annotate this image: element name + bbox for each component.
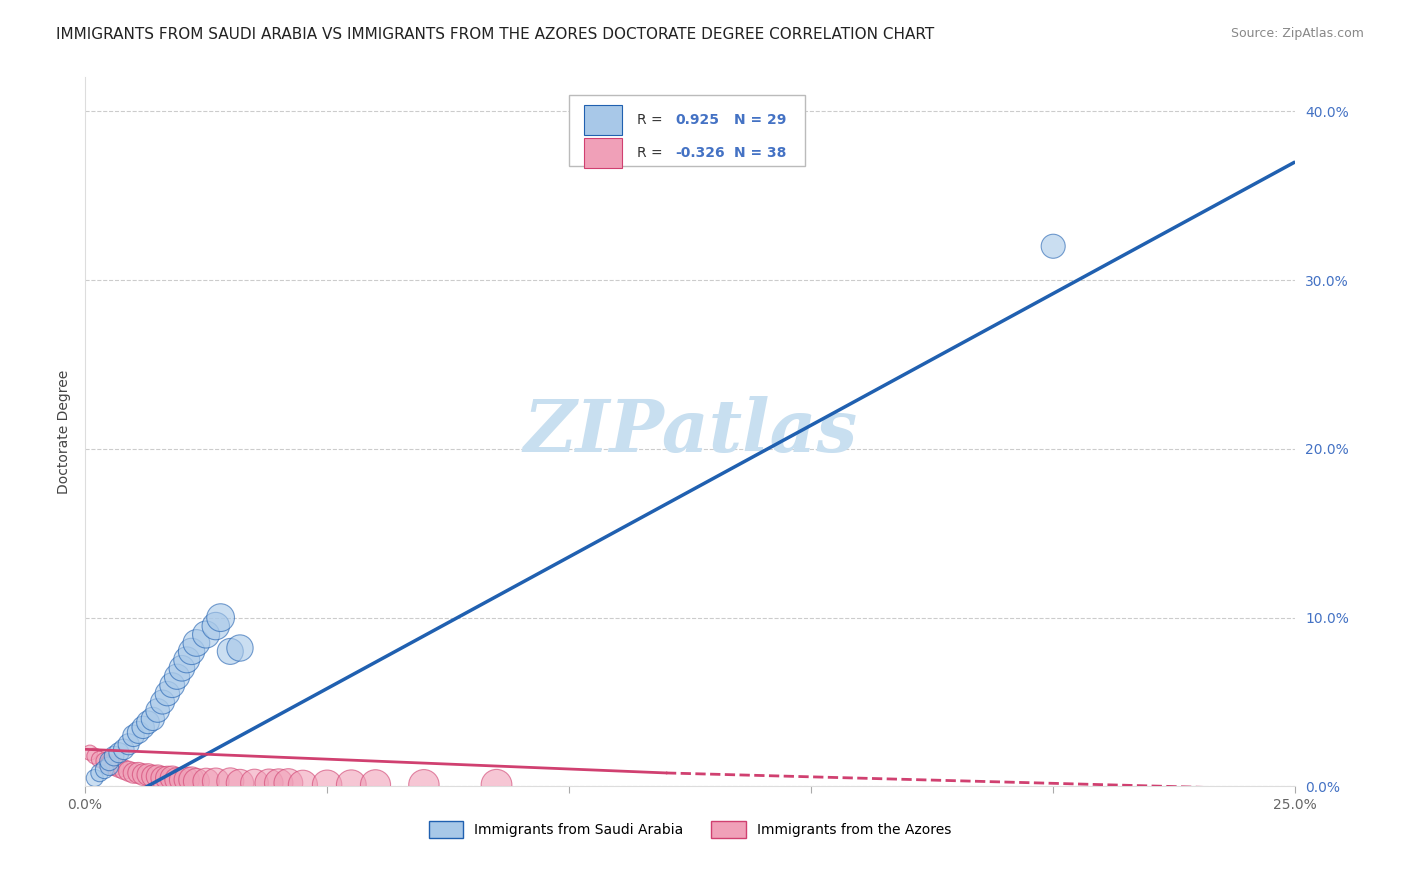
Point bbox=[166, 772, 188, 787]
Point bbox=[413, 778, 436, 792]
Point bbox=[204, 774, 226, 789]
Text: -0.326: -0.326 bbox=[676, 146, 725, 161]
Point bbox=[127, 766, 149, 780]
Point bbox=[127, 725, 149, 739]
Point bbox=[277, 776, 299, 790]
Point bbox=[340, 778, 363, 792]
Point bbox=[257, 776, 280, 790]
Point bbox=[156, 771, 179, 785]
Y-axis label: Doctorate Degree: Doctorate Degree bbox=[58, 370, 72, 494]
Point bbox=[122, 766, 145, 780]
Point bbox=[229, 640, 252, 655]
Point bbox=[160, 678, 183, 692]
Point bbox=[170, 661, 193, 675]
Text: R =: R = bbox=[637, 146, 666, 161]
Point bbox=[180, 644, 202, 658]
Legend: Immigrants from Saudi Arabia, Immigrants from the Azores: Immigrants from Saudi Arabia, Immigrants… bbox=[423, 815, 957, 843]
Point bbox=[170, 772, 193, 787]
Point bbox=[219, 644, 242, 658]
FancyBboxPatch shape bbox=[569, 95, 806, 166]
Point bbox=[316, 778, 339, 792]
Point bbox=[112, 742, 135, 756]
Point bbox=[108, 761, 131, 775]
Point bbox=[219, 774, 242, 789]
Point bbox=[136, 767, 159, 781]
Text: ZIPatlas: ZIPatlas bbox=[523, 396, 858, 467]
Point bbox=[117, 764, 139, 779]
Point bbox=[485, 778, 508, 792]
Point bbox=[83, 771, 105, 785]
Point bbox=[195, 627, 218, 641]
Point bbox=[98, 757, 121, 772]
Point bbox=[93, 754, 115, 768]
Point bbox=[186, 636, 208, 650]
Bar bbox=[583, 138, 623, 169]
Point bbox=[152, 695, 174, 709]
Point bbox=[364, 778, 387, 792]
Point bbox=[132, 720, 155, 734]
Point bbox=[103, 759, 125, 773]
Point bbox=[243, 776, 266, 790]
Point bbox=[204, 619, 226, 633]
Point bbox=[108, 746, 131, 760]
Point bbox=[291, 778, 314, 792]
Point bbox=[209, 610, 232, 624]
Point bbox=[1042, 239, 1064, 253]
Point bbox=[176, 653, 198, 667]
Point bbox=[152, 771, 174, 785]
Point bbox=[83, 749, 105, 764]
Point bbox=[229, 776, 252, 790]
Point bbox=[132, 767, 155, 781]
Point bbox=[166, 670, 188, 684]
Text: Source: ZipAtlas.com: Source: ZipAtlas.com bbox=[1230, 27, 1364, 40]
Point bbox=[195, 774, 218, 789]
Point bbox=[146, 704, 169, 718]
Point bbox=[89, 752, 111, 766]
Point bbox=[79, 746, 101, 760]
Point bbox=[117, 737, 139, 751]
Point bbox=[93, 763, 115, 777]
Point bbox=[103, 749, 125, 764]
Point bbox=[89, 766, 111, 780]
Point bbox=[98, 754, 121, 768]
Text: IMMIGRANTS FROM SAUDI ARABIA VS IMMIGRANTS FROM THE AZORES DOCTORATE DEGREE CORR: IMMIGRANTS FROM SAUDI ARABIA VS IMMIGRAN… bbox=[56, 27, 935, 42]
Point bbox=[156, 687, 179, 701]
Point bbox=[160, 771, 183, 785]
Text: R =: R = bbox=[637, 113, 666, 127]
Text: N = 38: N = 38 bbox=[734, 146, 786, 161]
Point bbox=[98, 756, 121, 770]
Point bbox=[142, 712, 165, 726]
Point bbox=[136, 715, 159, 730]
Point bbox=[142, 769, 165, 783]
Point bbox=[112, 763, 135, 777]
Bar bbox=[583, 105, 623, 135]
Text: N = 29: N = 29 bbox=[734, 113, 786, 127]
Point bbox=[98, 759, 121, 773]
Point bbox=[176, 772, 198, 787]
Point bbox=[267, 776, 290, 790]
Point bbox=[186, 774, 208, 789]
Point bbox=[146, 769, 169, 783]
Point bbox=[122, 729, 145, 743]
Point bbox=[180, 772, 202, 787]
Text: 0.925: 0.925 bbox=[676, 113, 720, 127]
